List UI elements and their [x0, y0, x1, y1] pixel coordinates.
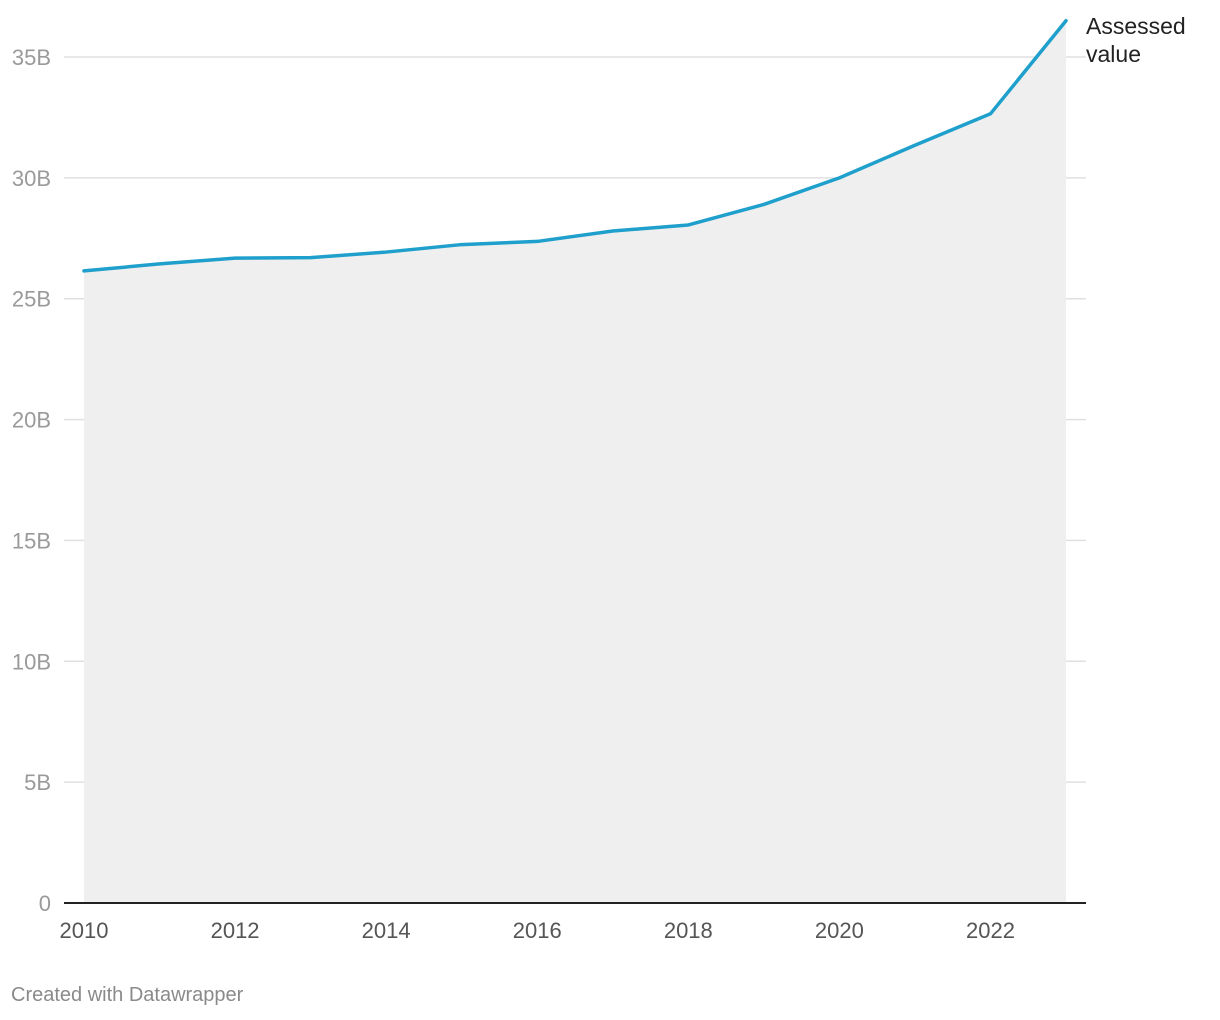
series-line — [82, 18, 1068, 273]
y-tick-label: 35B — [12, 45, 51, 70]
line-layer — [82, 18, 1068, 273]
x-tick-label: 2014 — [362, 918, 411, 943]
y-tick-label: 25B — [12, 287, 51, 312]
series-label-line: Assessed — [1086, 13, 1186, 39]
y-tick-label: 0 — [39, 891, 51, 916]
y-tick-label: 10B — [12, 649, 51, 674]
y-tick-label: 30B — [12, 166, 51, 191]
series-label: Assessed value — [1086, 13, 1186, 67]
x-tick-label: 2018 — [664, 918, 713, 943]
x-tick-label: 2012 — [211, 918, 260, 943]
y-tick-label: 20B — [12, 408, 51, 433]
x-tick-label: 2022 — [966, 918, 1015, 943]
credit-text: Created with Datawrapper — [11, 984, 244, 1006]
x-tick-label: 2010 — [60, 918, 109, 943]
series-label-line: value — [1086, 41, 1141, 67]
area-layer — [84, 20, 1066, 904]
y-axis: 0 5B 10B 15B 20B 25B 30B 35B — [12, 45, 51, 916]
series-labels: Assessed value — [1086, 13, 1186, 67]
x-axis: 2010 2012 2014 2016 2018 2020 2022 — [60, 918, 1015, 943]
x-tick-label: 2016 — [513, 918, 562, 943]
y-tick-label: 15B — [12, 528, 51, 553]
y-tick-label: 5B — [24, 770, 51, 795]
series-area — [84, 20, 1066, 904]
x-tick-label: 2020 — [815, 918, 864, 943]
